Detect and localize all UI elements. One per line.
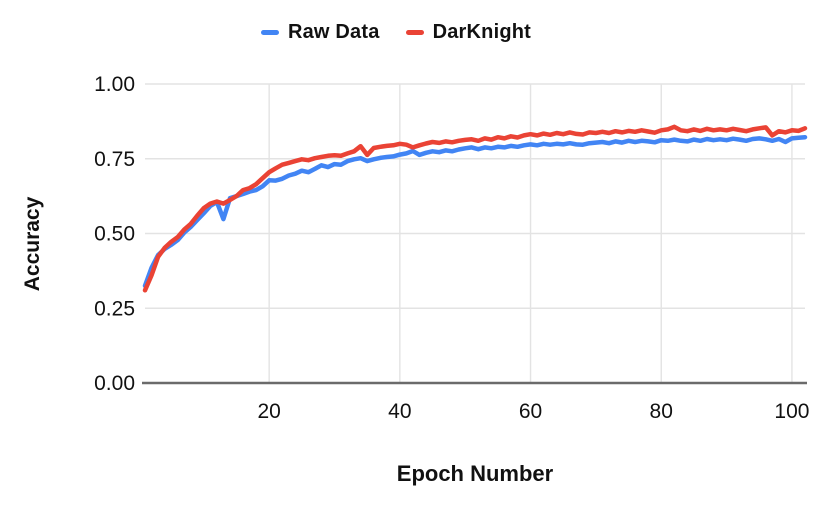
legend-swatch-raw-data-icon [260,30,279,35]
x-tick-label: 40 [388,400,411,423]
y-tick-label: 1.00 [94,73,135,96]
x-tick-label: 20 [257,400,280,423]
legend-item-darknight[interactable]: DarKnight [405,21,532,44]
x-axis-title: Epoch Number [396,461,554,486]
series-line-raw-data [142,134,808,289]
series-line-darknight [142,124,808,293]
chart-legend: Raw Data DarKnight [0,21,792,44]
x-tick-label: 80 [650,400,673,423]
x-tick-label: 100 [774,400,809,423]
legend-item-raw-data[interactable]: Raw Data [260,21,380,44]
legend-label-darknight: DarKnight [432,21,532,43]
y-tick-label: 0.50 [94,223,135,246]
y-tick-label: 0.00 [94,372,135,395]
legend-swatch-darknight-icon [405,30,424,35]
legend-label-raw-data: Raw Data [287,21,380,43]
x-tick-label: 60 [519,400,542,423]
y-tick-label: 0.25 [94,297,135,320]
y-tick-label: 0.75 [94,148,135,171]
